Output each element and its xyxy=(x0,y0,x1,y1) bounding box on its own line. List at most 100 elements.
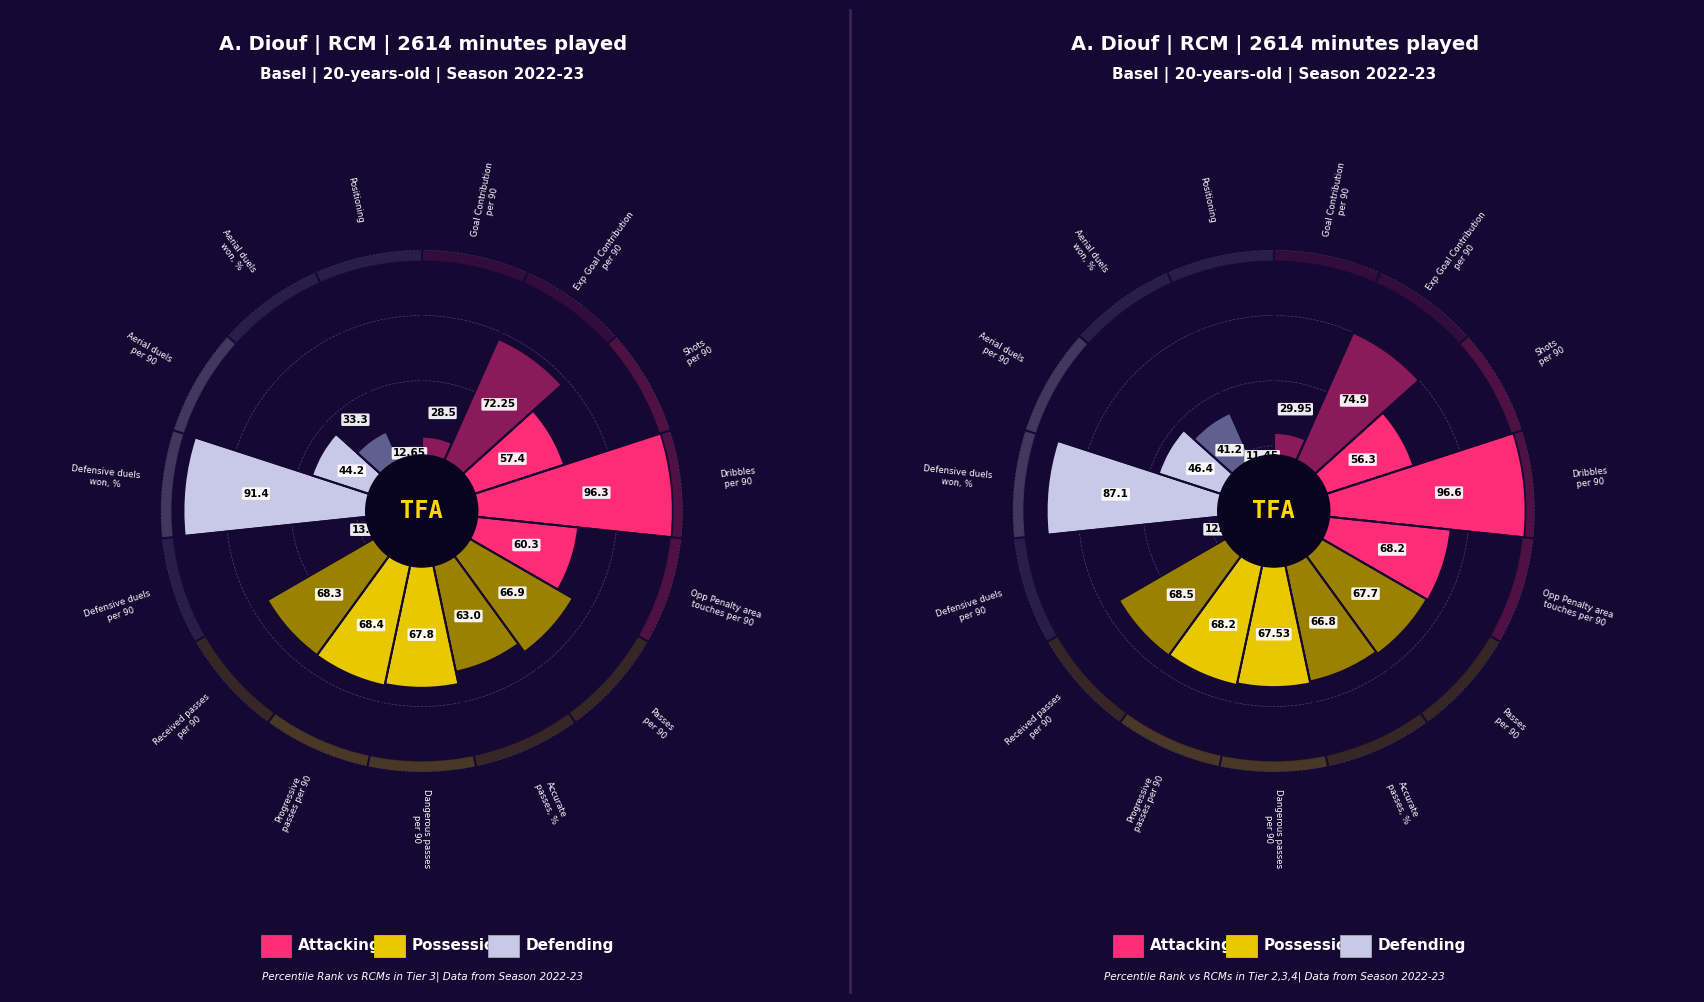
Text: 72.25: 72.25 xyxy=(482,400,516,410)
Wedge shape xyxy=(1326,713,1426,766)
Text: 12.65: 12.65 xyxy=(394,448,426,458)
Text: 96.3: 96.3 xyxy=(584,488,610,498)
Text: 67.8: 67.8 xyxy=(409,629,435,639)
Wedge shape xyxy=(228,273,320,344)
Text: Attacking: Attacking xyxy=(298,939,382,953)
Wedge shape xyxy=(639,537,682,641)
Text: 28.5: 28.5 xyxy=(429,408,455,418)
Wedge shape xyxy=(608,337,670,434)
Text: 46.4: 46.4 xyxy=(1188,464,1213,474)
Wedge shape xyxy=(312,434,423,511)
Wedge shape xyxy=(423,437,452,511)
Text: 29.95: 29.95 xyxy=(1280,404,1312,414)
Text: 57.4: 57.4 xyxy=(499,454,525,464)
Text: Aerial duels
per 90: Aerial duels per 90 xyxy=(119,331,174,373)
Wedge shape xyxy=(174,337,235,434)
Text: 66.9: 66.9 xyxy=(499,588,525,598)
Wedge shape xyxy=(423,434,673,537)
Wedge shape xyxy=(269,713,370,766)
Text: Received passes
per 90: Received passes per 90 xyxy=(152,692,218,756)
Wedge shape xyxy=(423,511,573,652)
Wedge shape xyxy=(1275,511,1450,600)
Wedge shape xyxy=(1080,273,1172,344)
Wedge shape xyxy=(1275,511,1426,653)
Text: Goal Contribution
per 90: Goal Contribution per 90 xyxy=(1322,161,1356,239)
Text: Possession: Possession xyxy=(1264,939,1358,953)
Circle shape xyxy=(366,455,477,567)
Wedge shape xyxy=(659,431,682,538)
Wedge shape xyxy=(1275,433,1525,537)
Text: 13.2: 13.2 xyxy=(351,525,377,535)
Wedge shape xyxy=(385,511,458,687)
Wedge shape xyxy=(409,478,423,511)
Text: 91.4: 91.4 xyxy=(244,489,269,499)
Text: Goal Contribution
per 90: Goal Contribution per 90 xyxy=(470,161,504,239)
Text: Accurate
passes, %: Accurate passes, % xyxy=(533,778,569,826)
Text: Defensive duels
won, %: Defensive duels won, % xyxy=(922,465,993,491)
Wedge shape xyxy=(1026,337,1087,434)
Text: Defensive duels
per 90: Defensive duels per 90 xyxy=(935,589,1007,629)
Text: Defending: Defending xyxy=(525,939,613,953)
Wedge shape xyxy=(162,431,184,538)
Text: 11.45: 11.45 xyxy=(1246,451,1278,461)
Text: Basel | 20-years-old | Season 2022-23: Basel | 20-years-old | Season 2022-23 xyxy=(261,67,584,83)
Text: 67.53: 67.53 xyxy=(1258,629,1290,639)
Text: 68.3: 68.3 xyxy=(317,589,343,599)
Text: 68.5: 68.5 xyxy=(1167,589,1195,599)
Text: A. Diouf | RCM | 2614 minutes played: A. Diouf | RCM | 2614 minutes played xyxy=(218,35,627,55)
Text: Defensive duels
per 90: Defensive duels per 90 xyxy=(83,589,155,629)
Wedge shape xyxy=(1220,756,1327,772)
Text: 68.2: 68.2 xyxy=(1210,619,1235,629)
Text: 41.2: 41.2 xyxy=(1217,445,1242,455)
Wedge shape xyxy=(1261,481,1275,511)
Wedge shape xyxy=(1241,511,1275,528)
Wedge shape xyxy=(1511,431,1534,538)
Text: Exp Goal Contribution
per 90: Exp Goal Contribution per 90 xyxy=(573,209,644,298)
Wedge shape xyxy=(1421,636,1500,721)
Text: 74.9: 74.9 xyxy=(1341,396,1367,406)
Wedge shape xyxy=(474,713,574,766)
Text: TFA: TFA xyxy=(400,499,443,523)
Wedge shape xyxy=(317,511,423,685)
Text: Opp Penalty area
touches per 90: Opp Penalty area touches per 90 xyxy=(1537,588,1614,630)
Text: Defending: Defending xyxy=(1377,939,1465,953)
Wedge shape xyxy=(1275,333,1419,511)
Text: Dribbles
per 90: Dribbles per 90 xyxy=(1571,466,1609,489)
Text: 63.0: 63.0 xyxy=(455,611,481,621)
Text: Percentile Rank vs RCMs in Tier 2,3,4| Data from Season 2022-23: Percentile Rank vs RCMs in Tier 2,3,4| D… xyxy=(1104,972,1445,982)
Wedge shape xyxy=(1195,413,1275,511)
Wedge shape xyxy=(387,511,423,528)
Text: 87.1: 87.1 xyxy=(1102,489,1128,499)
Wedge shape xyxy=(358,432,423,511)
Text: Percentile Rank vs RCMs in Tier 3| Data from Season 2022-23: Percentile Rank vs RCMs in Tier 3| Data … xyxy=(262,972,583,982)
Text: 68.2: 68.2 xyxy=(1379,544,1406,554)
Text: 12.7: 12.7 xyxy=(1205,524,1230,534)
Text: Aerial duels
won, %: Aerial duels won, % xyxy=(1063,227,1109,280)
Wedge shape xyxy=(1046,441,1275,535)
Text: Dribbles
per 90: Dribbles per 90 xyxy=(719,466,757,489)
Wedge shape xyxy=(1048,636,1126,721)
Text: 56.3: 56.3 xyxy=(1350,455,1375,465)
Wedge shape xyxy=(1375,273,1467,344)
Text: Dangerous passes
per 90: Dangerous passes per 90 xyxy=(1264,790,1283,869)
Wedge shape xyxy=(184,438,423,536)
Text: Opp Penalty area
touches per 90: Opp Penalty area touches per 90 xyxy=(685,588,762,630)
Wedge shape xyxy=(1120,511,1275,655)
Text: Passes
per 90: Passes per 90 xyxy=(641,707,675,740)
Wedge shape xyxy=(1014,431,1036,538)
Wedge shape xyxy=(1275,511,1377,681)
Text: Aerial duels
per 90: Aerial duels per 90 xyxy=(971,331,1026,373)
Text: Progressive
passes per 90: Progressive passes per 90 xyxy=(271,770,314,833)
Wedge shape xyxy=(1275,413,1413,511)
Text: Basel | 20-years-old | Season 2022-23: Basel | 20-years-old | Season 2022-23 xyxy=(1113,67,1436,83)
Text: Dangerous passes
per 90: Dangerous passes per 90 xyxy=(412,790,431,869)
Text: Positioning: Positioning xyxy=(1198,176,1217,223)
Text: Possession: Possession xyxy=(412,939,506,953)
Text: 44.2: 44.2 xyxy=(339,466,365,476)
Wedge shape xyxy=(569,636,648,721)
Wedge shape xyxy=(1275,250,1380,283)
Wedge shape xyxy=(162,537,204,641)
Text: 66.8: 66.8 xyxy=(1310,617,1336,627)
Text: Shots
per 90: Shots per 90 xyxy=(680,337,714,368)
Wedge shape xyxy=(368,756,475,772)
